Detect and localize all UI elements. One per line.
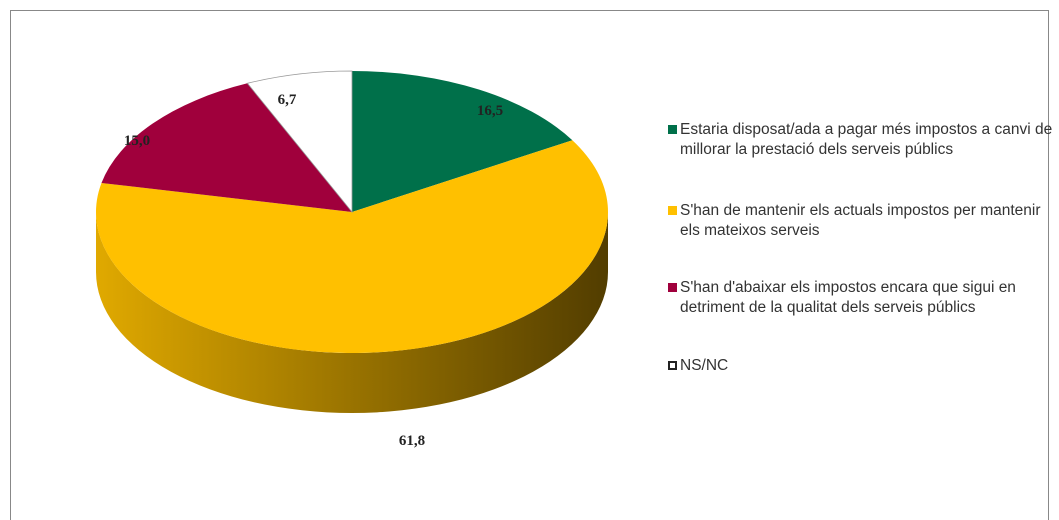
pie-side: [96, 212, 608, 413]
legend-label: S'han d'abaixar els impostos encara que …: [680, 279, 1016, 316]
pie-slice: [352, 71, 573, 212]
legend-item: S'han d'abaixar els impostos encara que …: [668, 278, 1053, 318]
legend-swatch: [668, 283, 677, 292]
legend-item: S'han de mantenir els actuals impostos p…: [668, 201, 1053, 241]
legend-swatch: [668, 361, 677, 370]
legend-swatch: [668, 206, 677, 215]
legend-item: Estaria disposat/ada a pagar més imposto…: [668, 120, 1053, 160]
legend-swatch: [668, 125, 677, 134]
value-label: 6,7: [278, 92, 297, 108]
legend-label: Estaria disposat/ada a pagar més imposto…: [680, 121, 1053, 158]
value-label: 61,8: [399, 433, 425, 449]
legend-label: NS/NC: [680, 357, 729, 374]
pie-slice: [96, 140, 608, 353]
value-label: 16,5: [477, 103, 503, 119]
legend-label: S'han de mantenir els actuals impostos p…: [680, 202, 1041, 239]
value-label: 15,0: [124, 133, 150, 149]
legend-item: NS/NC: [668, 356, 1053, 376]
pie-slice: [246, 70, 353, 214]
pie-slice: [101, 83, 352, 212]
